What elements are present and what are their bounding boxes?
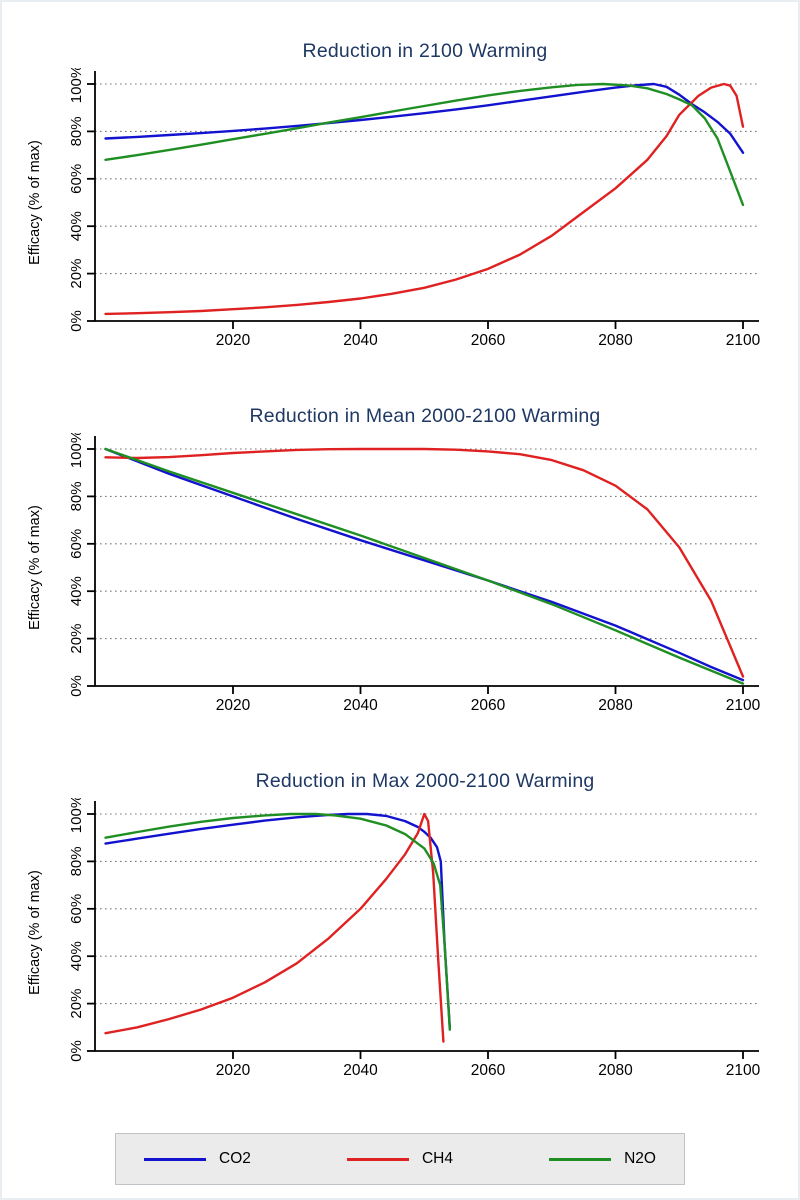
y-axis-title: Efficacy (% of max) [27,505,43,630]
chart-block-2100-warming: Reduction in 2100 Warming 0% 20% 40% 60% 80%… [2,38,798,358]
charts-column: Reduction in 2100 Warming 0% 20% 40% 60% 80%… [2,2,798,1088]
legend-item-co2: CO2 [144,1150,251,1168]
y-tick-label: 40% [68,576,85,606]
chart-title: Reduction in 2100 Warming [302,40,548,62]
series-line-ch4 [104,82,745,316]
y-axis-title: Efficacy (% of max) [27,870,43,995]
n2o-line-swatch [549,1157,612,1161]
series-line-co2 [104,812,451,1029]
y-tick-label: 80% [68,846,85,876]
series-line-n2o [104,82,745,207]
chart-block-max-warming: Reduction in Max 2000-2100 Warming 0% 20%… [2,768,798,1088]
chart-title: Reduction in Max 2000-2100 Warming [255,770,595,792]
y-tick-label: 60% [68,894,85,924]
x-tick-label: 2080 [598,1062,633,1079]
y-tick-label: 80% [68,116,85,146]
series-line-n2o [104,812,451,1031]
y-tick-label: 60% [68,164,85,194]
y-tick-label: 0% [68,310,85,332]
chart-title: Reduction in Mean 2000-2100 Warming [249,405,601,427]
x-tick-label: 2100 [726,1062,761,1079]
legend-item-ch4: CH4 [346,1150,453,1168]
legend-label-co2: CO2 [219,1150,251,1167]
legend-label-n2o: N2O [624,1150,656,1167]
y-axis-title: Efficacy (% of max) [27,140,43,265]
x-tick-label: 2060 [471,332,506,349]
series-line-ch4 [104,812,445,1043]
x-tick-label: 2040 [343,332,378,349]
x-tick-label: 2080 [598,697,633,714]
x-tick-label: 2040 [343,697,378,714]
y-tick-label: 20% [68,989,85,1019]
y-tick-label: 20% [68,624,85,654]
y-tick-label: 40% [68,941,85,971]
y-tick-label: 100% [68,798,85,833]
series-line-n2o [104,447,745,685]
x-tick-label: 2060 [471,697,506,714]
y-tick-label: 20% [68,259,85,289]
chart-svg-reduction-max-warming: 0% 20% 40% 60% 80% 100% 2020 2040 2060 2080 2100 Ef… [27,798,761,1079]
series-line-co2 [104,447,745,682]
y-tick-label: 100% [68,68,85,103]
y-tick-label: 80% [68,481,85,511]
ch4-line-swatch [346,1157,409,1161]
legend-label-ch4: CH4 [421,1150,453,1167]
x-tick-label: 2020 [216,697,251,714]
chart-svg-reduction-mean-warming: 0% 20% 40% 60% 80% 100% 2020 2040 2060 2080 2100 Ef… [27,433,761,714]
x-tick-label: 2060 [471,1062,506,1079]
series-line-ch4 [104,447,745,678]
y-tick-label: 0% [68,1040,85,1062]
chart-block-mean-warming: Reduction in Mean 2000-2100 Warming 0% 20… [2,403,798,723]
x-tick-label: 2080 [598,332,633,349]
y-tick-label: 0% [68,675,85,697]
x-tick-label: 2020 [216,332,251,349]
legend-item-n2o: N2O [549,1150,656,1168]
series-line-co2 [104,82,745,154]
x-tick-label: 2040 [343,1062,378,1079]
legend: CO2 CH4 N2O [115,1133,685,1185]
y-tick-label: 60% [68,529,85,559]
x-tick-label: 2100 [726,332,761,349]
co2-line-swatch [144,1157,206,1161]
y-tick-label: 100% [68,433,85,468]
chart-svg-reduction-2100-warming: 0% 20% 40% 60% 80% 100% 2020 2040 2060 2080 2100 Ef… [27,68,761,349]
x-tick-label: 2100 [726,697,761,714]
y-tick-label: 40% [68,211,85,241]
x-tick-label: 2020 [216,1062,251,1079]
